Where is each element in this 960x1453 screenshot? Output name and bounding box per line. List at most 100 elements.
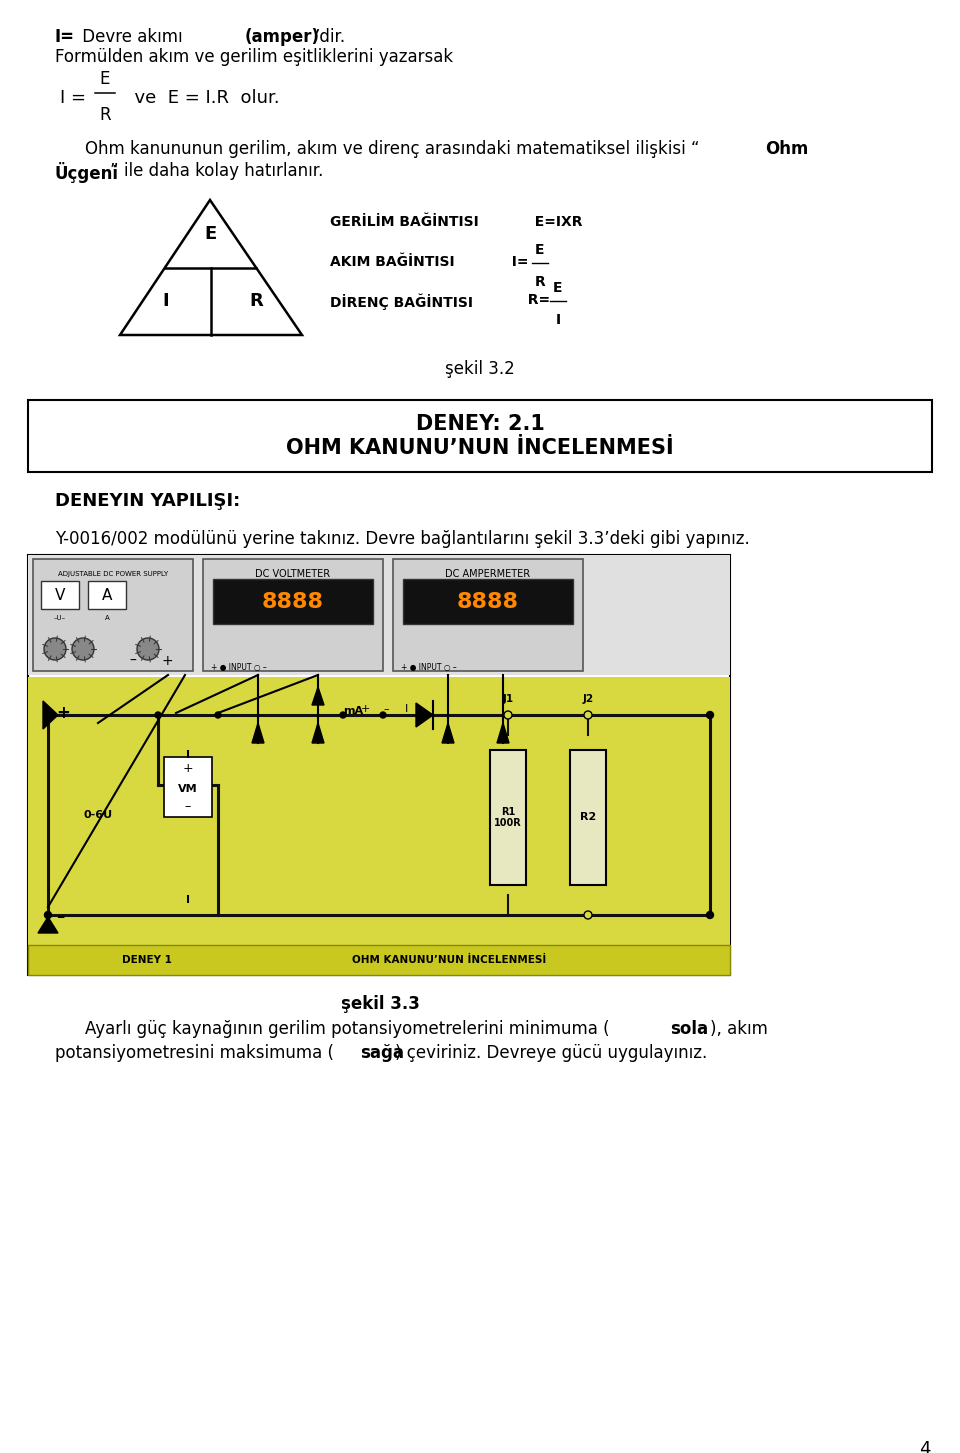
Text: şekil 3.3: şekil 3.3	[341, 995, 420, 1013]
Text: ), akım: ), akım	[710, 1020, 768, 1037]
Text: V: V	[55, 587, 65, 603]
Text: DC AMPERMETER: DC AMPERMETER	[445, 570, 531, 578]
Circle shape	[707, 712, 713, 718]
Text: ) çeviriniz. Devreye gücü uygulayınız.: ) çeviriniz. Devreye gücü uygulayınız.	[395, 1045, 708, 1062]
Text: A: A	[102, 587, 112, 603]
Text: 8888: 8888	[457, 591, 519, 612]
Text: I: I	[405, 705, 408, 713]
Text: +: +	[361, 705, 371, 713]
Text: DC VOLTMETER: DC VOLTMETER	[255, 570, 330, 578]
Text: I: I	[162, 292, 169, 311]
Text: mA: mA	[343, 706, 363, 716]
Circle shape	[340, 712, 346, 718]
Text: sağa: sağa	[360, 1045, 404, 1062]
Text: +: +	[56, 705, 70, 722]
Circle shape	[504, 711, 512, 719]
Text: R1
100R: R1 100R	[494, 806, 522, 828]
Text: J1: J1	[502, 695, 514, 705]
Circle shape	[215, 712, 221, 718]
Text: ADJUSTABLE DC POWER SUPPLY: ADJUSTABLE DC POWER SUPPLY	[58, 571, 168, 577]
Text: +: +	[182, 763, 193, 776]
Text: 0-6U: 0-6U	[84, 809, 112, 819]
Circle shape	[72, 638, 94, 660]
Text: I=: I=	[502, 254, 529, 269]
Text: DENEY: 2.1: DENEY: 2.1	[416, 414, 544, 434]
Text: Ohm: Ohm	[765, 139, 808, 158]
Text: R: R	[250, 292, 263, 311]
FancyBboxPatch shape	[490, 750, 526, 885]
Text: DENEY 1: DENEY 1	[123, 955, 172, 965]
Text: R: R	[99, 106, 110, 124]
Polygon shape	[416, 703, 433, 726]
FancyBboxPatch shape	[213, 578, 373, 623]
Text: –: –	[56, 908, 64, 926]
Text: –: –	[185, 801, 191, 814]
Text: şekil 3.2: şekil 3.2	[445, 360, 515, 378]
Text: A: A	[105, 615, 109, 620]
Text: 4: 4	[920, 1440, 931, 1453]
Text: Ayarlı güç kaynağının gerilim potansiyometrelerini minimuma (: Ayarlı güç kaynağının gerilim potansiyom…	[85, 1020, 610, 1037]
FancyBboxPatch shape	[88, 581, 126, 609]
Text: R=: R=	[518, 294, 550, 307]
Text: E: E	[100, 70, 110, 89]
FancyBboxPatch shape	[28, 400, 932, 472]
Text: ” ile daha kolay hatırlanır.: ” ile daha kolay hatırlanır.	[110, 161, 324, 180]
Text: E: E	[536, 243, 544, 257]
FancyBboxPatch shape	[164, 757, 212, 817]
FancyBboxPatch shape	[33, 559, 193, 671]
Text: potansiyometresini maksimuma (: potansiyometresini maksimuma (	[55, 1045, 334, 1062]
Text: + ● INPUT ○ –: + ● INPUT ○ –	[401, 663, 457, 671]
Text: OHM KANUNU’NUN İNCELENMESİ: OHM KANUNU’NUN İNCELENMESİ	[352, 955, 546, 965]
FancyBboxPatch shape	[28, 677, 730, 975]
FancyBboxPatch shape	[41, 581, 79, 609]
Polygon shape	[252, 724, 264, 742]
Text: OHM KANUNU’NUN İNCELENMESİ: OHM KANUNU’NUN İNCELENMESİ	[286, 437, 674, 458]
Text: ve  E = I.R  olur.: ve E = I.R olur.	[123, 89, 279, 108]
Text: Üçgeni: Üçgeni	[55, 161, 119, 183]
Circle shape	[44, 638, 66, 660]
Text: Devre akımı: Devre akımı	[77, 28, 199, 46]
Text: I: I	[186, 750, 190, 760]
Text: sola: sola	[670, 1020, 708, 1037]
Text: I: I	[186, 895, 190, 905]
FancyBboxPatch shape	[203, 559, 383, 671]
Polygon shape	[497, 724, 509, 742]
Text: Y-0016/002 modülünü yerine takınız. Devre bağlantılarını şekil 3.3’deki gibi yap: Y-0016/002 modülünü yerine takınız. Devr…	[55, 530, 750, 548]
Text: E=IXR: E=IXR	[525, 215, 583, 230]
Circle shape	[155, 712, 161, 718]
Polygon shape	[312, 724, 324, 742]
Text: VM: VM	[179, 785, 198, 793]
Text: ’dir.: ’dir.	[315, 28, 347, 46]
FancyBboxPatch shape	[28, 555, 730, 676]
Text: E: E	[553, 280, 563, 295]
Text: DENEYIN YAPILIŞI:: DENEYIN YAPILIŞI:	[55, 493, 240, 510]
Text: I: I	[556, 312, 561, 327]
Text: I=: I=	[55, 28, 75, 46]
Circle shape	[44, 712, 52, 718]
Text: GERİLİM BAĞİNTISI: GERİLİM BAĞİNTISI	[330, 215, 479, 230]
FancyBboxPatch shape	[403, 578, 573, 623]
Circle shape	[584, 711, 592, 719]
Text: + ● INPUT ○ –: + ● INPUT ○ –	[211, 663, 267, 671]
Text: (amper): (amper)	[245, 28, 320, 46]
FancyBboxPatch shape	[28, 555, 730, 975]
Circle shape	[707, 911, 713, 918]
Text: 8888: 8888	[262, 591, 324, 612]
Polygon shape	[312, 687, 324, 705]
Text: Formülden akım ve gerilim eşitliklerini yazarsak: Formülden akım ve gerilim eşitliklerini …	[55, 48, 453, 65]
Text: AKIM BAĞİNTISI: AKIM BAĞİNTISI	[330, 254, 455, 269]
Text: J2: J2	[583, 695, 593, 705]
Text: –: –	[130, 654, 136, 668]
Polygon shape	[43, 700, 58, 729]
Text: –: –	[383, 705, 389, 713]
Circle shape	[584, 911, 592, 918]
Text: R2: R2	[580, 812, 596, 822]
FancyBboxPatch shape	[28, 944, 730, 975]
Circle shape	[137, 638, 159, 660]
Text: Ohm kanununun gerilim, akım ve direnç arasındaki matematiksel ilişkisi “: Ohm kanununun gerilim, akım ve direnç ar…	[85, 139, 700, 158]
Polygon shape	[38, 917, 58, 933]
Circle shape	[380, 712, 386, 718]
Circle shape	[44, 911, 52, 918]
Polygon shape	[442, 724, 454, 742]
Text: E: E	[204, 225, 216, 243]
